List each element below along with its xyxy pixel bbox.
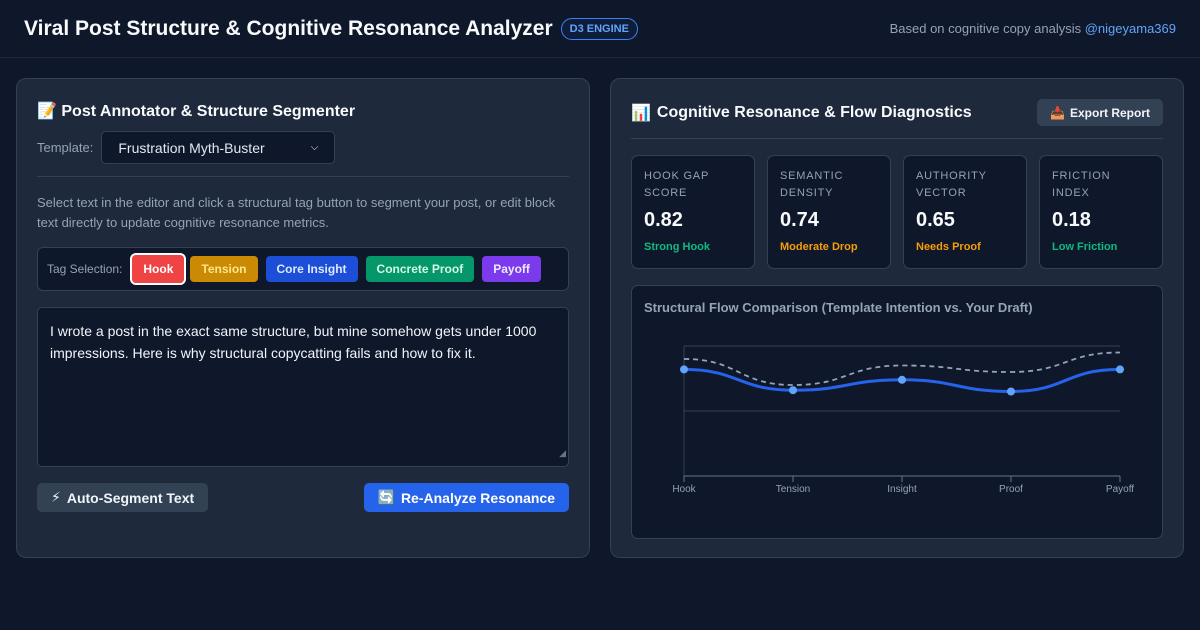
metric-label: SEMANTIC DENSITY: [780, 170, 844, 199]
structural-flow-chart: Structural Flow Comparison (Template Int…: [631, 285, 1163, 539]
auto-segment-label: Auto-Segment Text: [66, 489, 195, 506]
re-analyze-button[interactable]: 🔄 Re-Analyze Resonance: [363, 483, 569, 512]
metric-label: HOOK GAP SCORE: [644, 170, 709, 199]
metric-label: AUTHORITY VECTOR: [916, 170, 987, 199]
metric-card-semantic-density: SEMANTIC DENSITY 0.74 Moderate Drop: [767, 155, 891, 269]
metric-status: Low Friction: [1052, 241, 1118, 253]
metric-label: FRICTION INDEX: [1052, 170, 1111, 199]
app-header: Viral Post Structure & Cognitive Resonan…: [0, 0, 1200, 58]
tag-hook-button[interactable]: Hook: [130, 253, 187, 285]
draft-data-point: [1116, 365, 1124, 374]
metric-value: 0.82: [644, 209, 683, 231]
metric-status: Strong Hook: [644, 241, 710, 253]
divider: [631, 138, 1163, 139]
metric-value: 0.74: [780, 209, 819, 231]
x-tick-label: Hook: [672, 484, 696, 495]
x-tick-label: Insight: [887, 484, 917, 495]
app-title: Viral Post Structure & Cognitive Resonan…: [24, 16, 553, 40]
tag-tension-button[interactable]: Tension: [190, 256, 258, 282]
metric-status: Needs Proof: [916, 241, 981, 253]
draft-data-point: [1007, 387, 1015, 396]
resize-handle-icon[interactable]: ◢: [559, 448, 566, 458]
metric-card-hook-gap: HOOK GAP SCORE 0.82 Strong Hook: [631, 155, 755, 269]
metric-card-authority-vector: AUTHORITY VECTOR 0.65 Needs Proof: [903, 155, 1027, 269]
bar-chart-icon: 📊: [631, 105, 651, 122]
template-row: Template: Frustration Myth-Buster ⌵: [37, 131, 336, 164]
auto-segment-button[interactable]: ⚡ Auto-Segment Text: [37, 483, 209, 512]
divider: [37, 176, 569, 177]
metric-value: 0.18: [1052, 209, 1091, 231]
re-analyze-label: Re-Analyze Resonance: [400, 489, 555, 506]
draft-data-point: [898, 375, 906, 384]
instructions-text: Select text in the editor and click a st…: [37, 195, 556, 230]
attribution-link[interactable]: @nigeyama369: [1084, 21, 1176, 36]
post-annotator-panel: 📝 Post Annotator & Structure Segmenter T…: [16, 78, 590, 558]
metric-status: Moderate Drop: [780, 241, 858, 253]
lightning-icon: ⚡: [51, 489, 61, 505]
template-selected-value: Frustration Myth-Buster: [118, 139, 265, 156]
engine-badge: D3 ENGINE: [560, 17, 638, 40]
x-tick-label: Payoff: [1106, 484, 1134, 495]
metric-value: 0.65: [916, 209, 955, 231]
draft-data-point: [680, 365, 688, 374]
metric-card-friction-index: FRICTION INDEX 0.18 Low Friction: [1039, 155, 1163, 269]
diagnostics-panel: 📊 Cognitive Resonance & Flow Diagnostics…: [610, 78, 1184, 558]
download-tray-icon: 📥: [1050, 105, 1065, 120]
annotator-title: 📝 Post Annotator & Structure Segmenter: [37, 101, 355, 121]
memo-icon: 📝: [37, 103, 57, 120]
tag-selection-label: Tag Selection:: [47, 262, 123, 276]
export-report-button[interactable]: 📥 Export Report: [1037, 99, 1163, 126]
attribution-text: Based on cognitive copy analysis: [889, 21, 1085, 36]
x-tick-label: Proof: [999, 484, 1023, 495]
template-series-line: [683, 351, 1121, 386]
tag-payoff-button[interactable]: Payoff: [482, 256, 541, 282]
post-editor[interactable]: I wrote a post in the exact same structu…: [37, 307, 569, 467]
annotator-title-text: Post Annotator & Structure Segmenter: [61, 103, 356, 120]
x-tick-label: Tension: [776, 484, 810, 495]
template-select[interactable]: Frustration Myth-Buster ⌵: [101, 131, 336, 164]
diagnostics-title-text: Cognitive Resonance & Flow Diagnostics: [656, 104, 972, 121]
attribution: Based on cognitive copy analysis @nigeya…: [890, 21, 1176, 36]
header-title-group: Viral Post Structure & Cognitive Resonan…: [24, 17, 638, 41]
tag-concrete-proof-button[interactable]: Concrete Proof: [365, 256, 475, 282]
tag-core-insight-button[interactable]: Core Insight: [265, 256, 358, 282]
refresh-icon: 🔄: [377, 489, 395, 505]
diagnostics-title: 📊 Cognitive Resonance & Flow Diagnostics: [631, 103, 972, 123]
chart-title: Structural Flow Comparison (Template Int…: [644, 300, 1033, 315]
export-report-label: Export Report: [1069, 105, 1150, 120]
editor-text: I wrote a post in the exact same structu…: [50, 323, 537, 361]
draft-data-point: [789, 386, 797, 395]
template-label: Template:: [37, 140, 94, 155]
flow-chart-svg: Hook Tension Insight Proof Payoff: [672, 345, 1134, 495]
metric-cards: HOOK GAP SCORE 0.82 Strong Hook SEMANTIC…: [631, 155, 1163, 269]
tag-selection-bar: Tag Selection: Hook Tension Core Insight…: [37, 247, 569, 291]
chevron-down-icon: ⌵: [310, 142, 319, 153]
